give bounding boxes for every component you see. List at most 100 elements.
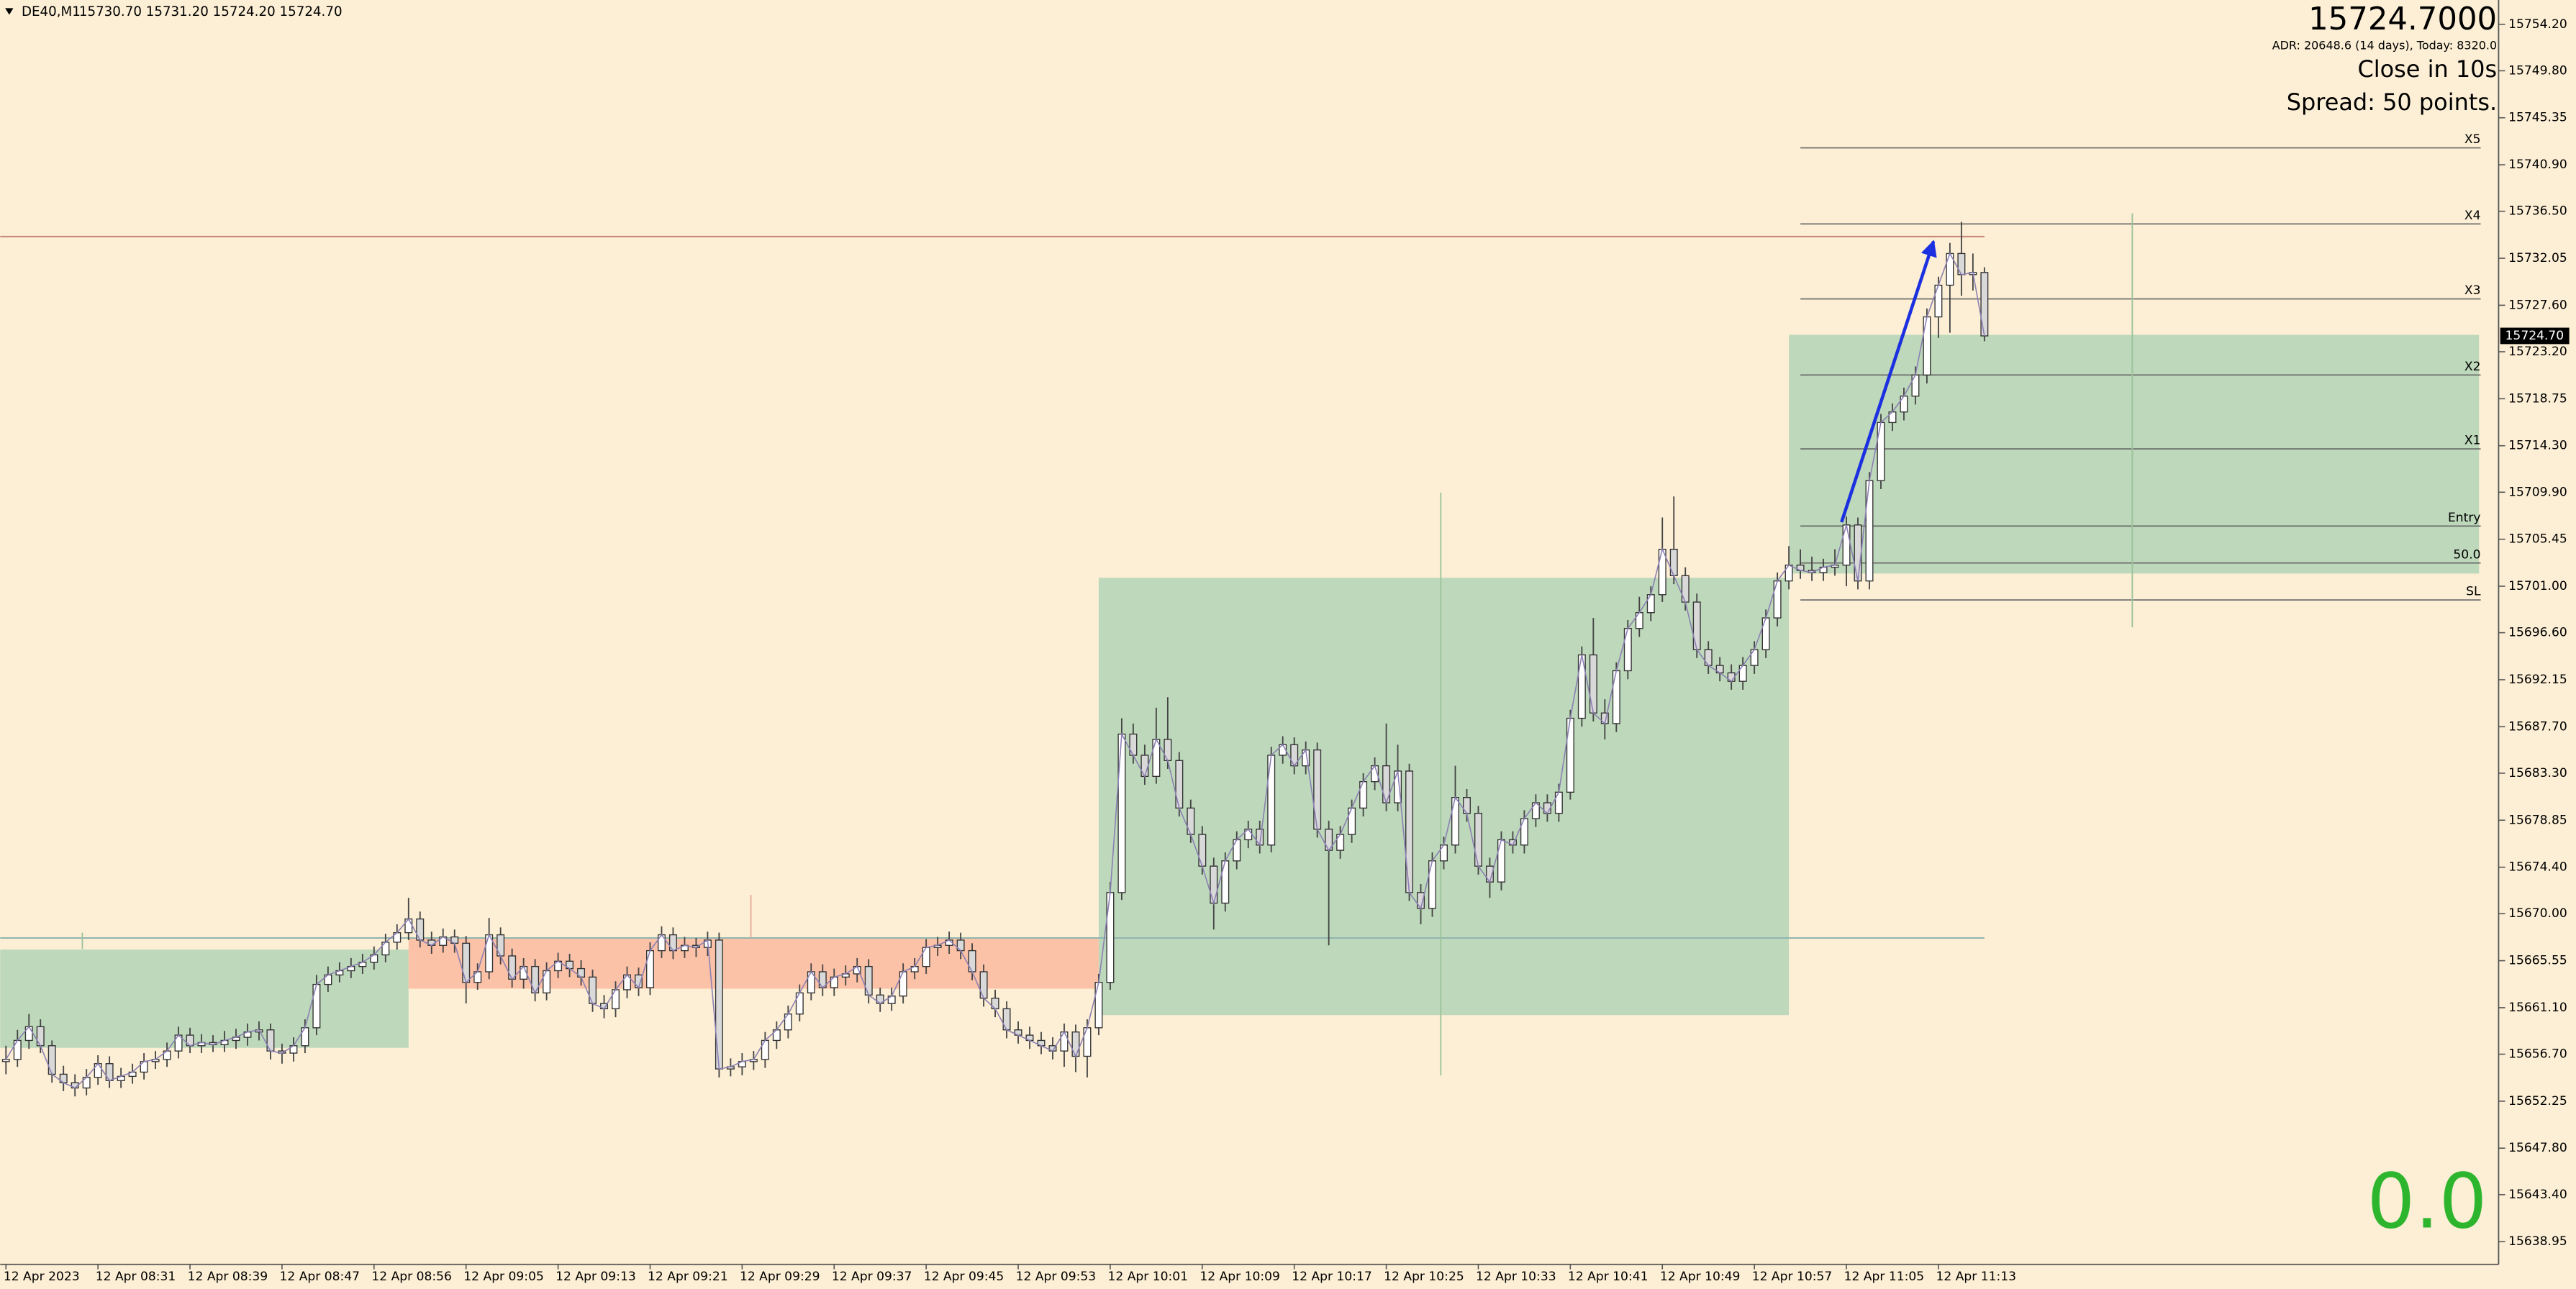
menu-icon[interactable]: [5, 8, 14, 15]
x-tick-label: 12 Apr 09:13: [555, 1270, 636, 1284]
y-tick-label: 15736.50: [2508, 204, 2567, 219]
level-label: X1: [2464, 434, 2481, 448]
candle-body: [496, 934, 505, 957]
x-tick-label: 12 Apr 10:01: [1108, 1270, 1189, 1284]
candle-body: [979, 971, 988, 999]
x-tick-label: 12 Apr 09:45: [924, 1270, 1004, 1284]
y-tick-label: 15638.95: [2508, 1234, 2567, 1249]
y-tick-label: 15701.00: [2508, 579, 2567, 593]
candle-body: [1106, 892, 1115, 983]
candle-body: [47, 1045, 56, 1075]
x-tick-label: 12 Apr 08:47: [280, 1270, 360, 1284]
candle-body: [1094, 981, 1103, 1029]
candle-body: [715, 939, 723, 1070]
candle-body: [1566, 717, 1574, 793]
candle-body: [1083, 1027, 1092, 1057]
candle-body: [1187, 807, 1195, 835]
y-tick-label: 15745.35: [2508, 111, 2567, 125]
level-label: X3: [2464, 283, 2481, 298]
candle-body: [543, 970, 551, 994]
y-tick-label: 15696.60: [2508, 626, 2567, 640]
zone: [1098, 578, 1790, 1016]
candle-body: [1957, 252, 1966, 275]
candle-body: [1692, 601, 1701, 650]
current-price: 15724.7000: [2308, 1, 2497, 37]
y-tick-label: 15656.70: [2508, 1047, 2567, 1062]
y-tick-label: 15683.30: [2508, 766, 2567, 780]
y-tick-label: 15727.60: [2508, 298, 2567, 312]
candle-body: [1554, 791, 1563, 814]
candle-body: [1198, 834, 1207, 867]
y-tick-label: 15670.00: [2508, 906, 2567, 921]
x-tick-label: 12 Apr 10:57: [1752, 1270, 1833, 1284]
last-price-tag: [2500, 327, 2570, 345]
x-tick-label: 12 Apr 09:05: [463, 1270, 544, 1284]
x-tick-label: 12 Apr 08:39: [188, 1270, 268, 1284]
candle-body: [761, 1039, 769, 1060]
candle-body: [1002, 1008, 1011, 1031]
candle-body: [462, 942, 471, 983]
candle-body: [1497, 839, 1505, 883]
candle-body: [266, 1029, 275, 1052]
candle-body: [612, 989, 620, 1010]
x-tick-label: 12 Apr 09:29: [740, 1270, 820, 1284]
x-tick-label: 12 Apr 10:49: [1660, 1270, 1741, 1284]
level-label: SL: [2466, 585, 2481, 599]
candle-body: [1669, 548, 1678, 577]
candle-body: [36, 1026, 45, 1047]
candle-body: [899, 971, 907, 997]
candle-body: [922, 947, 930, 967]
y-tick-label: 15661.10: [2508, 1001, 2567, 1015]
spread: Spread: 50 points.: [2287, 88, 2497, 116]
candle-body: [1428, 860, 1437, 909]
y-tick-label: 15709.90: [2508, 485, 2567, 499]
y-tick-label: 15643.40: [2508, 1188, 2567, 1202]
y-tick-label: 15705.45: [2508, 532, 2567, 547]
candle-body: [1865, 480, 1874, 582]
adr: ADR: 20648.6 (14 days), Today: 8320.0: [2272, 38, 2497, 52]
x-tick-label: 12 Apr 11:05: [1844, 1270, 1925, 1284]
candle-body: [1071, 1031, 1080, 1057]
x-tick-label: 12 Apr 08:56: [371, 1270, 452, 1284]
y-tick-label: 15714.30: [2508, 439, 2567, 453]
x-tick-label: 12 Apr 2023: [4, 1270, 80, 1284]
candles: [1, 222, 1989, 1097]
zones: X5 X4 X3 X2 X1 Entry 50.0 SL: [0, 132, 2481, 1048]
candle-body: [1589, 654, 1597, 714]
y-tick-label: 15749.80: [2508, 63, 2567, 78]
candle-body: [301, 1027, 309, 1047]
candle-body: [416, 918, 425, 941]
x-tick-label: 12 Apr 09:37: [832, 1270, 912, 1284]
x-tick-label: 12 Apr 10:25: [1384, 1270, 1464, 1284]
level-label: X5: [2464, 132, 2481, 147]
x-tick-label: 12 Apr 10:33: [1476, 1270, 1556, 1284]
candle-body: [795, 992, 804, 1015]
level-label: X4: [2464, 209, 2481, 223]
candle-body: [1681, 575, 1690, 603]
candle-body: [1348, 807, 1356, 835]
candle-body: [1210, 865, 1218, 904]
x-tick-label: 12 Apr 08:31: [96, 1270, 176, 1284]
close-line: [5, 252, 1985, 1089]
level-label: 50.0: [2453, 547, 2480, 562]
level-label: X2: [2464, 360, 2481, 374]
y-tick-label: 15652.25: [2508, 1094, 2567, 1108]
candle-body: [1612, 670, 1620, 724]
y-tick-label: 15674.40: [2508, 860, 2567, 875]
candle-body: [1911, 374, 1920, 397]
y-tick-label: 15732.05: [2508, 251, 2567, 265]
candle-body: [1233, 839, 1241, 862]
candle-body: [312, 983, 321, 1029]
candle-body: [1646, 594, 1655, 614]
candle-body: [864, 965, 873, 996]
candle-body: [1474, 813, 1482, 867]
candle-body: [1934, 284, 1943, 318]
countdown: Close in 10s: [2357, 55, 2497, 83]
candle-body: [1520, 818, 1528, 846]
x-tick-label: 12 Apr 10:41: [1568, 1270, 1648, 1284]
y-tick-label: 15647.80: [2508, 1141, 2567, 1155]
candle-body: [1060, 1031, 1069, 1052]
candle-body: [1623, 628, 1632, 672]
